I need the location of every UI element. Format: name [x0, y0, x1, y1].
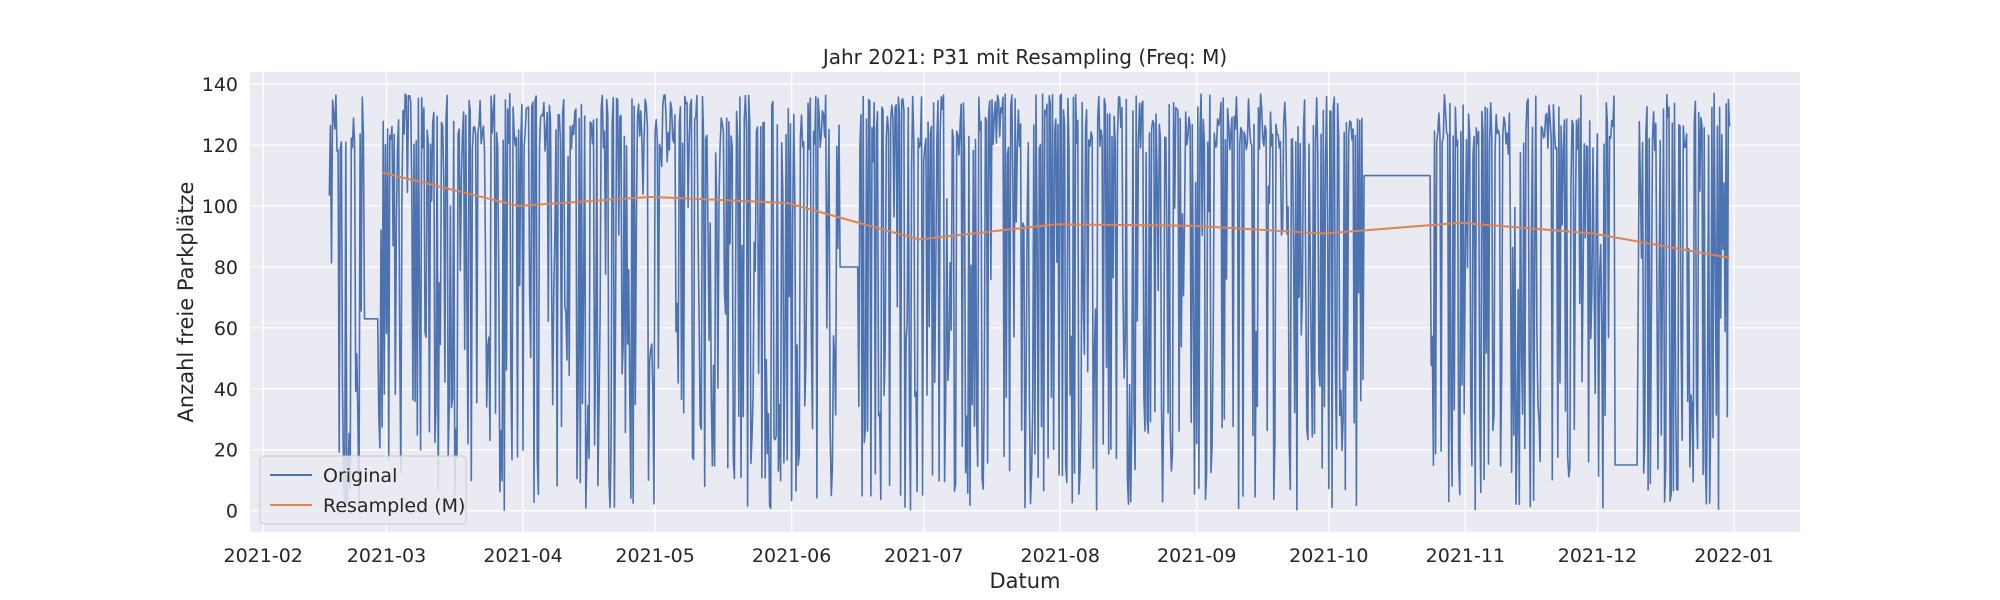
x-tick-label: 2022-01 — [1694, 545, 1773, 567]
x-tick-label: 2021-07 — [884, 545, 963, 567]
legend-label-original: Original — [323, 465, 397, 487]
y-tick-label: 20 — [214, 440, 238, 462]
x-tick-labels: 2021-02 2021-03 2021-04 2021-05 2021-06 2021-… — [224, 545, 1774, 567]
x-axis-label: Datum — [989, 569, 1060, 593]
x-tick-label: 2021-08 — [1021, 545, 1100, 567]
x-tick-label: 2021-10 — [1289, 545, 1368, 567]
y-tick-label: 140 — [202, 74, 238, 96]
x-tick-label: 2021-03 — [347, 545, 426, 567]
y-tick-label: 120 — [202, 135, 238, 157]
series-resampled-line — [381, 171, 1730, 259]
legend-label-resampled: Resampled (M) — [323, 495, 465, 517]
y-tick-label: 80 — [214, 257, 238, 279]
series-resampled — [381, 171, 1730, 259]
x-tick-label: 2021-11 — [1426, 545, 1505, 567]
y-tick-label: 40 — [214, 379, 238, 401]
series-original-line — [328, 92, 1731, 511]
x-tick-label: 2021-12 — [1558, 545, 1637, 567]
series-original — [328, 92, 1731, 511]
y-tick-label: 100 — [202, 196, 238, 218]
y-tick-labels: 0 20 40 60 80 100 120 140 — [202, 74, 238, 522]
y-tick-label: 0 — [226, 501, 238, 523]
chart-title: Jahr 2021: P31 mit Resampling (Freq: M) — [821, 45, 1227, 69]
x-tick-label: 2021-02 — [224, 545, 303, 567]
x-tick-label: 2021-04 — [483, 545, 562, 567]
x-tick-label: 2021-09 — [1157, 545, 1236, 567]
x-tick-label: 2021-05 — [615, 545, 694, 567]
x-tick-label: 2021-06 — [752, 545, 831, 567]
legend: Original Resampled (M) — [259, 455, 467, 525]
legend-box — [259, 455, 467, 525]
y-axis-label: Anzahl freie Parkplätze — [174, 182, 198, 423]
y-tick-label: 60 — [214, 318, 238, 340]
